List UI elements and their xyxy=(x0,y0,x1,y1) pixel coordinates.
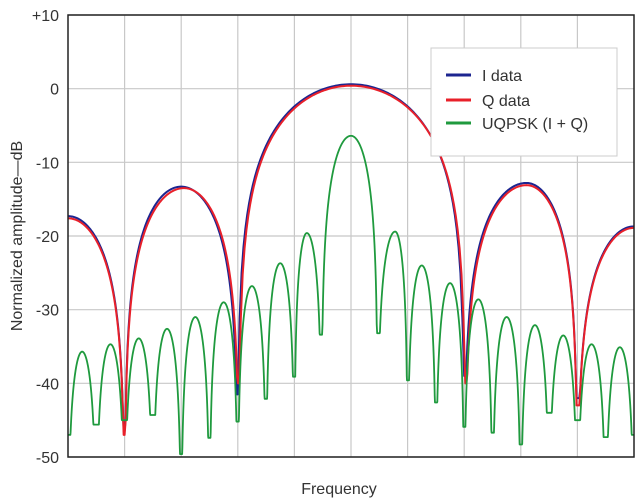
legend: I data Q data UQPSK (I + Q) xyxy=(430,47,618,157)
y-tick-label: +10 xyxy=(32,8,59,25)
series-line-q-data xyxy=(67,84,635,436)
y-tick-label: 0 xyxy=(50,82,59,99)
legend-label-q-data: Q data xyxy=(482,93,530,110)
y-tick-label: -10 xyxy=(36,155,59,172)
y-tick-labels: +10 0 -10 -20 -30 -40 -50 xyxy=(32,8,59,467)
plot-frame xyxy=(67,14,635,458)
y-tick-label: -30 xyxy=(36,303,59,320)
gridlines xyxy=(68,14,634,458)
series-lines xyxy=(67,83,635,455)
series-line-uqpsk-i-q xyxy=(67,134,635,455)
y-axis-label: Normalized amplitude—dB xyxy=(9,141,26,331)
legend-box xyxy=(430,47,618,157)
y-tick-label: -40 xyxy=(36,376,59,393)
y-tick-label: -50 xyxy=(36,450,59,467)
y-tick-label: -20 xyxy=(36,229,59,246)
legend-label-i-data: I data xyxy=(482,68,522,85)
x-axis-label: Frequency xyxy=(301,481,377,498)
legend-label-uqpsk: UQPSK (I + Q) xyxy=(482,116,588,133)
